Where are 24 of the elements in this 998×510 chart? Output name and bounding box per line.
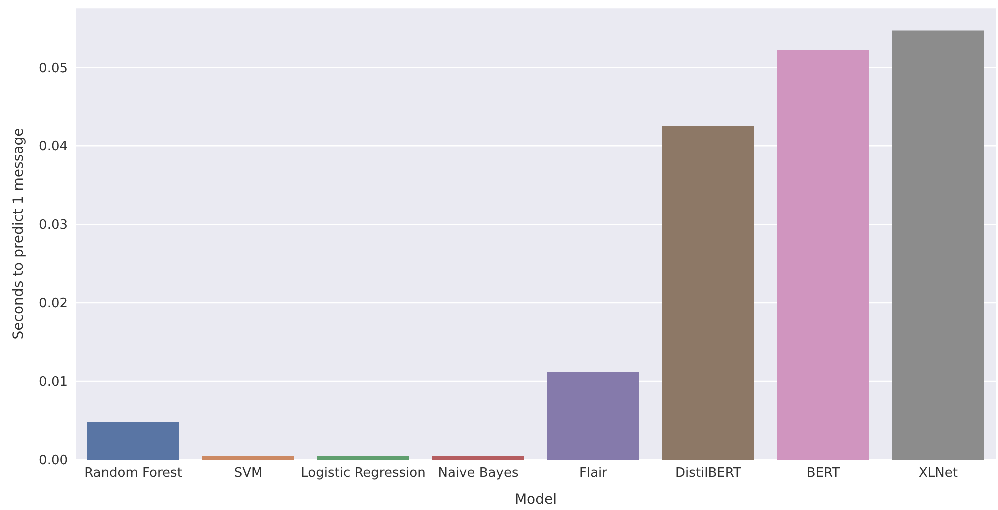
- x-tick-label: Logistic Regression: [301, 466, 426, 482]
- x-tick-label: DistilBERT: [676, 466, 742, 482]
- x-tick-label: Random Forest: [84, 466, 182, 482]
- bar: [892, 30, 984, 460]
- bar: [318, 456, 410, 460]
- bar: [662, 126, 754, 460]
- x-tick-label: SVM: [234, 466, 263, 482]
- y-axis-title: Seconds to predict 1 message: [10, 128, 27, 340]
- x-tick-label: BERT: [806, 466, 840, 482]
- x-tick-label: XLNet: [919, 466, 958, 482]
- bar: [432, 456, 524, 460]
- bar: [202, 456, 294, 460]
- y-tick-label: 0.05: [39, 61, 68, 76]
- x-axis-title: Model: [514, 492, 558, 508]
- bar: [88, 422, 180, 460]
- y-tick-label: 0.00: [39, 454, 68, 469]
- bar: [548, 372, 640, 460]
- y-tick-label: 0.04: [39, 140, 68, 155]
- x-tick-label: Flair: [579, 466, 608, 482]
- bar: [778, 50, 870, 460]
- y-tick-label: 0.03: [39, 218, 68, 234]
- x-tick-label: Naive Bayes: [438, 466, 519, 482]
- y-tick-label: 0.01: [39, 375, 68, 390]
- y-tick-label: 0.02: [39, 296, 68, 312]
